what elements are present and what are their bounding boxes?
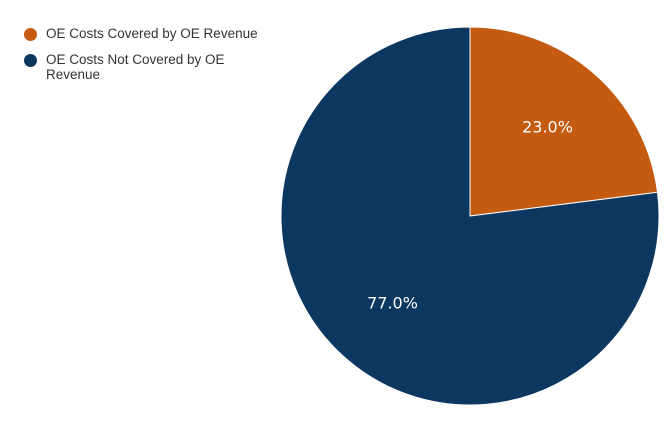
pie-label-covered: 23.0% bbox=[522, 118, 573, 137]
chart-legend: OE Costs Covered by OE Revenue OE Costs … bbox=[24, 26, 264, 93]
pie-slice-not-covered[interactable] bbox=[280, 26, 660, 406]
legend-item-covered[interactable]: OE Costs Covered by OE Revenue bbox=[24, 26, 264, 41]
legend-label-covered: OE Costs Covered by OE Revenue bbox=[46, 26, 258, 41]
pie-slices bbox=[280, 26, 660, 406]
pie-label-not-covered: 77.0% bbox=[367, 293, 418, 312]
legend-item-not-covered[interactable]: OE Costs Not Covered by OE Revenue bbox=[24, 52, 264, 82]
legend-swatch-covered bbox=[24, 28, 37, 41]
pie-labels: 23.0% 77.0% bbox=[367, 118, 573, 313]
pie-slice-covered[interactable] bbox=[469, 26, 659, 217]
legend-swatch-not-covered bbox=[24, 54, 37, 67]
legend-label-not-covered: OE Costs Not Covered by OE Revenue bbox=[46, 52, 225, 82]
